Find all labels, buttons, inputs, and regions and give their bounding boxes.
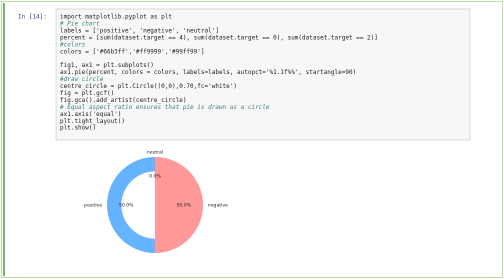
percent-label: 0.0%: [149, 174, 161, 180]
pie-wedge: [155, 157, 203, 253]
percent-label: 50.0%: [177, 203, 192, 209]
code-line: #colors: [59, 41, 86, 48]
code-line: import matplotlib.pyplot as plt: [60, 14, 172, 21]
code-line: centre_circle = plt.Circle((0,0),0.70,fc…: [60, 83, 237, 90]
code-line: plt.tight_layout(): [60, 118, 125, 125]
code-line: ax1.axis('equal'): [60, 111, 121, 118]
wedge-label: negative: [208, 203, 228, 209]
code-line: colors = ['#66b3ff','#ff9999','#99ff99']: [60, 48, 205, 55]
code-line: # Pie chart: [59, 20, 100, 27]
code-line: fig1, ax1 = plt.subplots(): [60, 62, 154, 69]
code-line: fig.gca().add_artist(centre_circle): [60, 97, 186, 104]
code-lines: import matplotlib.pyplot as plt# Pie cha…: [59, 14, 378, 132]
code-line: ax1.pie(percent, colors = colors, labels…: [60, 69, 356, 76]
cell-prompt: In [14]:: [18, 14, 47, 21]
code-cell[interactable]: [55, 8, 471, 141]
wedge-label: positive: [84, 203, 102, 209]
pie-chart: positive 50.0% negative 50.0% neutral 0.0%: [84, 150, 228, 253]
code-line: fig = plt.gcf(): [60, 90, 114, 97]
cell-selection-bar: [3, 3, 5, 276]
code-line: # Equal aspect ratio ensures that pie is…: [59, 104, 270, 111]
code-line: #draw circle: [59, 76, 104, 83]
wedge-label: neutral: [147, 150, 163, 156]
code-line: plt.show(): [60, 125, 96, 132]
code-line: labels = ['positive', 'negative', 'neutr…: [60, 27, 219, 34]
percent-label: 50.0%: [119, 203, 134, 209]
code-line: percent = [sum(dataset.target == 4), sum…: [60, 34, 378, 41]
